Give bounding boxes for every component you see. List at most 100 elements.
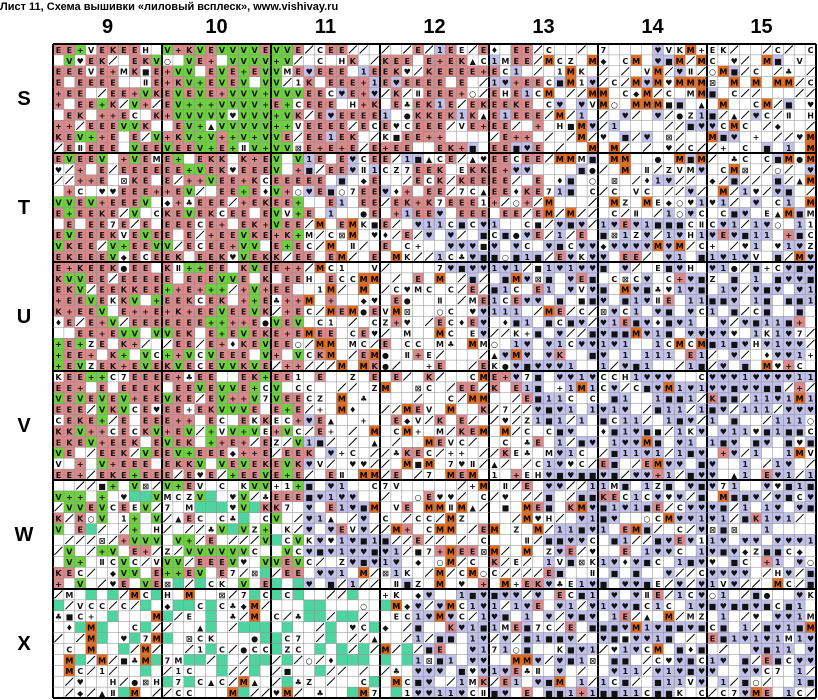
stitch-cell: [576, 425, 588, 437]
stitch-symbol: M: [807, 155, 815, 164]
stitch-symbol: Ⅱ: [361, 166, 366, 175]
stitch-symbol: E: [317, 155, 322, 164]
stitch-cell: [140, 665, 152, 677]
stitch-cell: [598, 54, 609, 66]
stitch-cell: [347, 153, 359, 164]
stitch-cell: [412, 207, 424, 219]
stitch-cell: [707, 610, 718, 622]
stitch-cell: [674, 98, 686, 110]
stitch-cell: [652, 567, 664, 579]
stitch-cell: [717, 131, 729, 143]
stitch-cell: [118, 120, 130, 132]
stitch-cell: [423, 76, 435, 88]
stitch-cell: [499, 87, 511, 99]
stitch-cell: [162, 610, 173, 622]
stitch-cell: [489, 207, 500, 219]
stitch-symbol: E: [328, 68, 333, 77]
stitch-cell: [434, 240, 446, 252]
stitch-cell: [728, 163, 740, 175]
stitch-symbol: E: [503, 177, 508, 186]
stitch-cell: [805, 523, 816, 535]
stitch-symbol: E: [339, 166, 344, 175]
stitch-cell: [467, 98, 479, 110]
stitch-cell: [107, 153, 119, 164]
stitch-cell: [489, 142, 500, 153]
stitch-cell: [696, 109, 707, 121]
stitch-cell: [347, 687, 359, 698]
stitch-cell: [663, 98, 675, 110]
stitch-symbol: Ⅱ: [786, 111, 791, 120]
stitch-cell: [390, 621, 402, 633]
stitch-cell: [674, 54, 686, 66]
stitch-cell: [401, 131, 413, 143]
stitch-symbol: E: [524, 111, 529, 120]
stitch-symbol: С: [742, 155, 748, 164]
stitch-symbol: С: [753, 100, 759, 109]
stitch-cell: [96, 76, 108, 88]
stitch-cell: [554, 153, 566, 164]
stitch-cell: [576, 65, 588, 77]
stitch-symbol: V: [197, 90, 204, 99]
stitch-symbol: +: [186, 166, 193, 175]
stitch-cell: [717, 44, 729, 55]
stitch-cell: [728, 98, 740, 110]
stitch-cell: [194, 120, 206, 132]
stitch-cell: [194, 327, 206, 339]
stitch-cell: [162, 185, 173, 197]
stitch-symbol: V: [273, 90, 280, 99]
stitch-cell: [521, 163, 533, 175]
stitch-cell: [140, 109, 152, 121]
stitch-symbol: Н: [807, 111, 814, 120]
stitch-cell: [74, 65, 86, 77]
stitch-symbol: +: [219, 90, 226, 99]
stitch-cell: [467, 87, 479, 99]
stitch-cell: [96, 207, 108, 219]
stitch-cell: [172, 643, 184, 655]
stitch-cell: [565, 567, 577, 579]
stitch-cell: [652, 196, 664, 208]
stitch-cell: [53, 131, 64, 143]
stitch-cell: [172, 523, 184, 535]
stitch-symbol: ⊠: [742, 166, 749, 175]
stitch-cell: [434, 458, 446, 470]
stitch-cell: [707, 87, 718, 99]
stitch-symbol: K: [459, 177, 466, 186]
stitch-symbol: E: [459, 46, 464, 55]
stitch-cell: [608, 283, 620, 295]
stitch-cell: [401, 643, 413, 655]
stitch-symbol: E: [187, 144, 192, 153]
stitch-symbol: ♥: [109, 188, 116, 197]
stitch-symbol: +: [77, 46, 84, 55]
stitch-cell: [576, 392, 588, 404]
stitch-cell: [205, 174, 217, 186]
stitch-symbol: E: [383, 79, 388, 88]
stitch-cell: [162, 109, 173, 121]
stitch-cell: [456, 54, 468, 66]
stitch-cell: [598, 436, 609, 448]
stitch-symbol: V: [230, 90, 237, 99]
stitch-cell: [336, 120, 348, 132]
stitch-cell: [183, 142, 195, 153]
stitch-cell: [598, 392, 609, 404]
stitch-cell: [717, 414, 729, 426]
stitch-cell: [85, 142, 97, 153]
stitch-cell: [172, 621, 184, 633]
stitch-cell: [183, 163, 195, 175]
stitch-cell: [303, 54, 315, 66]
stitch-cell: [140, 567, 152, 579]
stitch-symbol: E: [470, 100, 475, 109]
stitch-symbol: V: [208, 133, 215, 142]
stitch-symbol: 1: [404, 155, 410, 164]
stitch-symbol: M: [698, 79, 706, 88]
stitch-cell: [576, 403, 588, 415]
stitch-cell: [554, 109, 566, 121]
stitch-cell: [205, 490, 217, 502]
stitch-cell: [739, 207, 751, 219]
stitch-cell: [750, 54, 762, 66]
stitch-cell: [619, 109, 631, 121]
stitch-cell: [641, 392, 653, 404]
stitch-cell: [543, 599, 555, 611]
stitch-symbol: Н: [502, 90, 509, 99]
stitch-cell: [499, 174, 511, 186]
